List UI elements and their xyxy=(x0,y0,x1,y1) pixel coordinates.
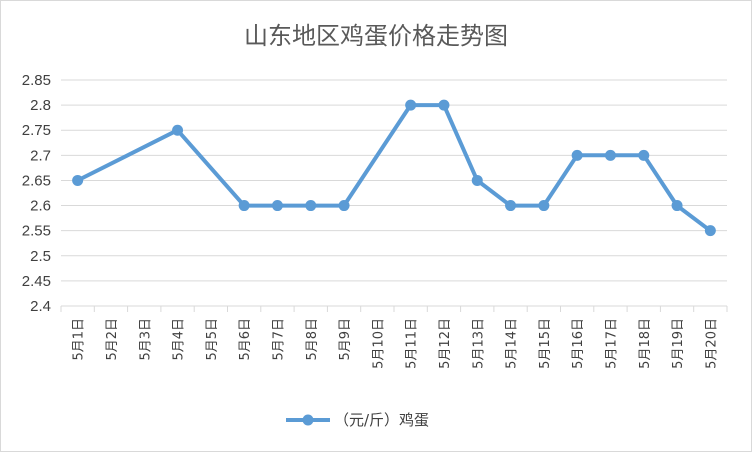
x-tick-label-6: 5月7日 xyxy=(271,318,286,361)
data-point-6 xyxy=(271,200,283,212)
legend-label: （元/斤）鸡蛋 xyxy=(334,411,429,429)
data-point-10 xyxy=(405,99,417,111)
y-tick-label-8: 2.8 xyxy=(30,97,51,114)
x-tick-label-7: 5月8日 xyxy=(305,318,320,361)
x-tick-label-3: 5月4日 xyxy=(172,318,187,361)
data-point-0 xyxy=(72,174,84,186)
data-point-8 xyxy=(338,200,350,212)
x-tick-label-0: 5月1日 xyxy=(72,318,87,361)
x-tick-label-2: 5月3日 xyxy=(138,318,153,361)
x-tick-label-9: 5月10日 xyxy=(371,318,386,369)
x-tick-label-11: 5月12日 xyxy=(438,318,453,369)
x-tick-label-14: 5月15日 xyxy=(538,318,553,369)
y-tick-label-0: 2.4 xyxy=(30,298,51,315)
x-tick-label-16: 5月17日 xyxy=(604,318,619,369)
chart-title: 山东地区鸡蛋价格走势图 xyxy=(244,22,508,50)
y-tick-label-4: 2.6 xyxy=(30,198,51,215)
x-tick-label-18: 5月19日 xyxy=(671,318,686,369)
data-point-13 xyxy=(505,200,517,212)
data-point-11 xyxy=(438,99,450,111)
data-point-18 xyxy=(671,200,683,212)
x-tick-label-4: 5月5日 xyxy=(205,318,220,361)
x-tick-label-1: 5月2日 xyxy=(105,318,120,361)
series-line xyxy=(75,103,713,233)
x-tick-label-19: 5月20日 xyxy=(704,318,719,369)
y-tick-label-5: 2.65 xyxy=(22,172,51,189)
data-point-16 xyxy=(604,149,616,161)
data-point-12 xyxy=(471,174,483,186)
y-tick-label-6: 2.7 xyxy=(30,147,51,164)
y-tick-label-3: 2.55 xyxy=(22,223,51,240)
x-tick-label-10: 5月11日 xyxy=(405,318,420,369)
x-tick-label-13: 5月14日 xyxy=(505,318,520,369)
data-point-15 xyxy=(571,149,583,161)
y-axis-ticks: 2.4 2.45 2.5 2.55 2.6 2.65 2.7 2.75 2.8 2.85 xyxy=(22,72,51,315)
data-point-19 xyxy=(704,225,716,237)
data-point-5 xyxy=(238,200,250,212)
legend: （元/斤）鸡蛋 xyxy=(286,411,429,429)
x-tick-label-17: 5月18日 xyxy=(638,318,653,369)
y-tick-label-9: 2.85 xyxy=(22,72,51,89)
data-point-14 xyxy=(538,200,550,212)
data-point-3 xyxy=(172,124,184,136)
x-tick-label-15: 5月16日 xyxy=(571,318,586,369)
x-axis: 5月1日 5月2日 5月3日 5月4日 5月5日 5月6日 5月7日 5月8日 5月9日 5月10… xyxy=(60,306,728,369)
data-point-7 xyxy=(305,200,317,212)
gridlines xyxy=(61,79,727,307)
y-tick-label-2: 2.5 xyxy=(30,248,51,265)
x-tick-label-8: 5月9日 xyxy=(338,318,353,361)
y-tick-label-1: 2.45 xyxy=(22,273,51,290)
x-tick-label-5: 5月6日 xyxy=(238,318,253,361)
series-eggs xyxy=(72,99,716,237)
data-point-17 xyxy=(638,149,650,161)
legend-point-marker xyxy=(302,414,314,426)
x-tick-label-12: 5月13日 xyxy=(471,318,486,369)
y-tick-label-7: 2.75 xyxy=(22,122,51,139)
